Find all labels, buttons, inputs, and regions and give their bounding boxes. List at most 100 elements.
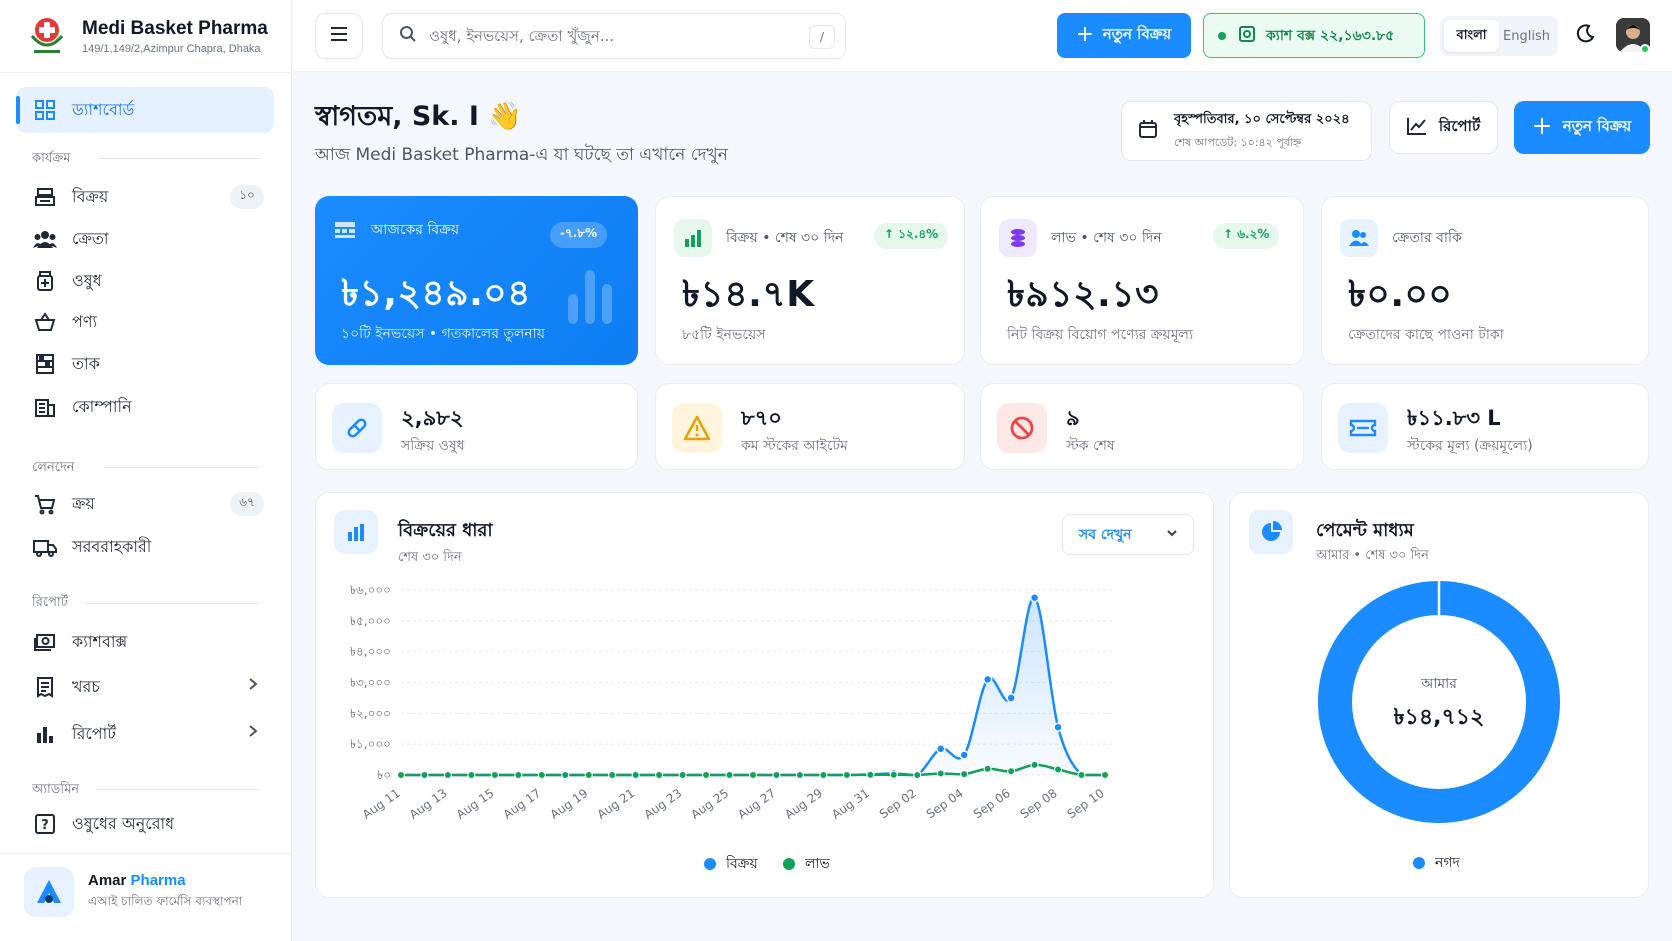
x-tick-label: Aug 21 [595, 786, 638, 822]
kpi-customer-due[interactable]: ক্রেতার বাকি ৳০.০০ ক্রেতাদের কাছে পাওনা … [1321, 196, 1649, 365]
profit-point [655, 771, 664, 779]
kpi-today-sales[interactable]: আজকের বিক্রয় -৭.৮% ৳১,২৪৯.০৪ ১০টি ইনভয়… [315, 196, 638, 365]
x-tick-label: Aug 19 [548, 786, 591, 822]
stat-active-medicine[interactable]: ২,৯৮২ সক্রিয় ওষুধ [315, 383, 638, 470]
new-sale-button[interactable]: নতুন বিক্রয় [1057, 13, 1191, 58]
y-tick-label: ৳৪,০০০ [350, 645, 391, 659]
y-tick-label: ৳৬,০০০ [350, 583, 391, 597]
cashbox-label: ক্যাশ বক্স ২২,১৬৩.৮৫ [1266, 27, 1395, 44]
block-icon [997, 403, 1047, 453]
x-tick-label: Sep 04 [924, 786, 966, 821]
stat-label: সক্রিয় ওষুধ [401, 438, 465, 454]
brand-address: 149/1,149/2,Azimpur Chapra, Dhaka [82, 42, 261, 55]
kpi-sales-30d[interactable]: বিক্রয় • শেষ ৩০ দিন ↑ ১২.৪% ৳১৪.৭K ৮৫টি… [655, 196, 965, 365]
y-tick-label: ৳২,০০০ [350, 706, 391, 720]
profit-point [913, 771, 922, 779]
report-button[interactable]: রিপোর্ট [1389, 101, 1498, 154]
search-input[interactable] [429, 27, 769, 45]
profit-point [490, 771, 499, 779]
kpi-change-chip: ↑ ৬.২% [1213, 223, 1280, 249]
profit-point [749, 771, 757, 779]
divider [0, 853, 292, 854]
sidebar-item-label: রিপোর্ট [72, 723, 117, 743]
amar-pharma-logo [24, 867, 74, 917]
medicine-icon [32, 268, 58, 294]
donut-center-value: ৳১৪,৭১২ [1394, 705, 1485, 730]
sidebar-item-reports[interactable]: রিপোর্ট [32, 716, 264, 752]
sidebar-item-label: তাক [72, 353, 100, 373]
legend-sales: বিক্রয় [704, 852, 758, 876]
x-tick-label: Aug 29 [782, 786, 825, 822]
section-line [104, 467, 260, 468]
brand-name: Medi Basket Pharma [82, 17, 268, 39]
chevron-down-icon [1165, 526, 1179, 544]
lang-english[interactable]: English [1503, 28, 1550, 44]
x-tick-label: Aug 23 [641, 786, 684, 822]
sidebar-item-products[interactable]: পণ্য [32, 304, 264, 340]
profit-point [983, 764, 992, 773]
stat-out-of-stock[interactable]: ৯ স্টক শেষ [980, 383, 1304, 470]
cart-icon [32, 491, 58, 517]
sidebar-item-medicine[interactable]: ওষুধ [32, 263, 264, 299]
sidebar-item-label: বিক্রয় [72, 186, 109, 206]
kpi-value: ৳৯১২.১৩ [1007, 274, 1159, 315]
sidebar-item-label: খরচ [72, 676, 100, 696]
y-tick-label: ৳৩,০০০ [350, 676, 391, 690]
sidebar-item-label: ক্রেতা [72, 228, 109, 248]
kpi-change-chip: ↑ ১২.৪% [874, 223, 949, 249]
kpi-profit-30d[interactable]: লাভ • শেষ ৩০ দিন ↑ ৬.২% ৳৯১২.১৩ নিট বিক্… [980, 196, 1304, 365]
sidebar-item-purchase[interactable]: ক্রয় ৬৭ [32, 486, 264, 522]
new-sale-main-label: নতুন বিক্রয় [1562, 117, 1632, 135]
sidebar-item-company[interactable]: কোম্পানি [32, 389, 264, 425]
plus-icon [1533, 117, 1551, 139]
bar-chart-icon [334, 510, 378, 554]
section-line [84, 603, 260, 604]
sidebar-item-expenses[interactable]: খরচ [32, 669, 264, 705]
new-sale-main-button[interactable]: নতুন বিক্রয় [1514, 101, 1650, 154]
lang-bangla[interactable]: বাংলা [1444, 20, 1499, 52]
section-reports: রিপোর্ট [32, 595, 68, 610]
theme-toggle-button[interactable] [1568, 18, 1602, 54]
sidebar-item-dashboard[interactable]: ড্যাশবোর্ড [32, 92, 264, 128]
avatar[interactable] [1616, 18, 1650, 52]
brand-logo [26, 14, 68, 58]
stat-stock-value[interactable]: ৳১১.৮৩ L স্টকের মূল্য (ক্রয়মূল্যে) [1321, 383, 1649, 470]
receipt-icon [32, 674, 58, 700]
menu-button[interactable] [315, 13, 363, 59]
sales-trend-subtitle: শেষ ৩০ দিন [398, 550, 462, 565]
legend-profit: লাভ [783, 852, 830, 876]
donut-center-label: আমার [1420, 676, 1457, 692]
bar-chart-icon [566, 266, 614, 330]
sidebar-item-suppliers[interactable]: সরবরাহকারী [32, 529, 264, 565]
sales-trend-chart: ৳০ ৳১,০০০ ৳২,০০০ ৳৩,০০০ ৳৪,০০০ ৳৫,০০০ ৳৬,০০০ Au… [350, 583, 1115, 822]
search-icon [399, 25, 417, 47]
cashbox-status[interactable]: ক্যাশ বক্স ২২,১৬৩.৮৫ [1203, 13, 1425, 58]
sidebar-item-medicine-request[interactable]: ? ওষুধের অনুরোধ [32, 806, 264, 842]
profit-point [866, 770, 875, 779]
warning-icon [672, 403, 722, 453]
sidebar-item-label: সরবরাহকারী [72, 536, 152, 556]
x-tick-label: Aug 17 [501, 786, 544, 822]
brand[interactable]: Medi Basket Pharma 149/1,149/2,Azimpur C… [26, 14, 268, 58]
range-select[interactable]: সব দেখুন [1062, 514, 1194, 555]
kpi-title: ক্রেতার বাকি [1392, 230, 1462, 246]
profit-point [702, 771, 711, 779]
x-tick-label: Sep 06 [971, 786, 1013, 821]
profit-point [1054, 765, 1063, 774]
stat-low-stock[interactable]: ৮৭০ কম স্টকের আইটেম [655, 383, 965, 470]
sidebar-item-customers[interactable]: ক্রেতা [32, 221, 264, 257]
sidebar-item-sales[interactable]: বিক্রয় ১০ [32, 179, 264, 215]
sidebar-item-cashbox[interactable]: ক্যাশবাক্স [32, 624, 264, 660]
sidebar-item-shelf[interactable]: তাক [32, 346, 264, 382]
section-transactions: লেনদেন [32, 460, 75, 475]
section-line [96, 789, 260, 790]
kpi-subtitle: ১০টি ইনভয়েস • গতকালের তুলনায় [341, 326, 545, 342]
profit-point [772, 771, 781, 779]
sales-point [1006, 693, 1016, 703]
x-tick-label: Aug 15 [454, 786, 497, 822]
search-box[interactable]: / [382, 13, 846, 59]
report-button-label: রিপোর্ট [1438, 117, 1481, 135]
legend-dot [704, 858, 716, 870]
shelf-icon [32, 351, 58, 377]
y-tick-label: ৳৫,০০০ [350, 614, 391, 628]
